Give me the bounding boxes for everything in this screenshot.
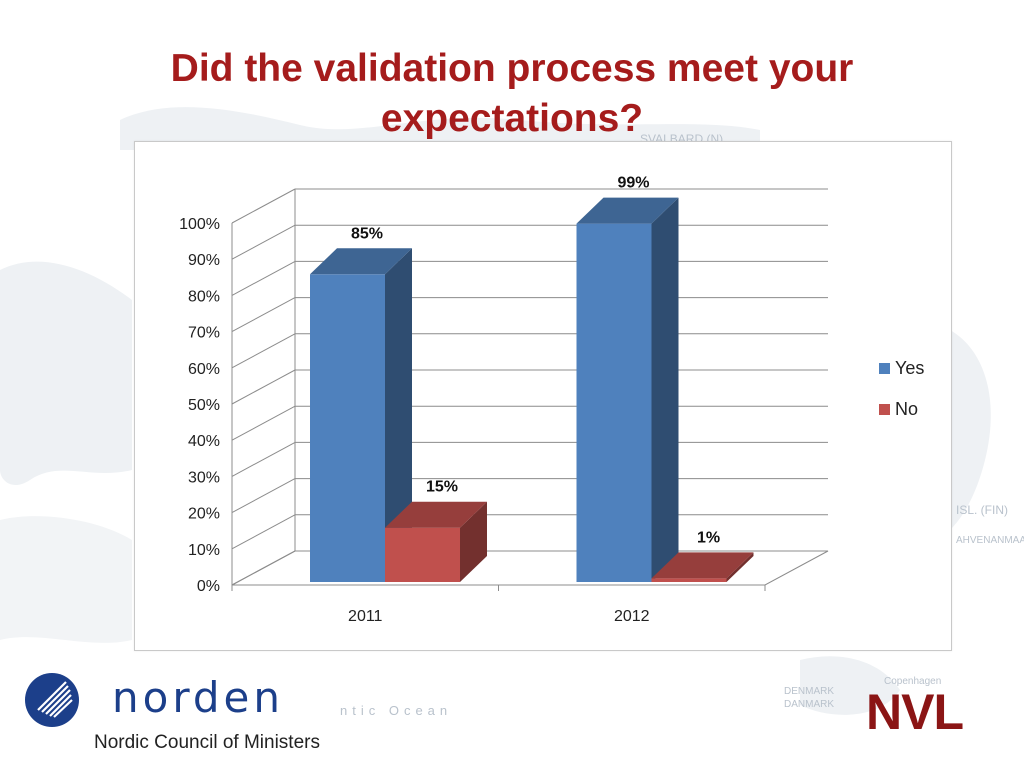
norden-logo-text: norden [112, 673, 284, 722]
bar-no-2011 [385, 527, 460, 582]
chart-area: 0% 10% 20% 30% 40% 50% 60% 70% 80% 90% 100% 2011 201… [134, 141, 952, 651]
map-label-copenhagen: Copenhagen [884, 676, 941, 687]
map-label-danmark: DANMARK [784, 699, 834, 710]
y-tick-label: 90% [188, 252, 220, 269]
side-gridline [231, 224, 296, 260]
bar-no-2012 [651, 578, 727, 582]
norden-logo: norden Nordic Council of Ministers [24, 664, 364, 764]
side-gridline [231, 478, 296, 514]
bar-top [385, 501, 487, 528]
data-label-yes-2011: 85% [351, 225, 383, 242]
chart-floor [231, 550, 829, 586]
y-tick-label: 60% [188, 361, 220, 378]
bar-top [576, 197, 679, 224]
bar-top [310, 248, 412, 275]
y-tick-label: 30% [188, 469, 220, 486]
bar-side [460, 501, 487, 582]
side-gridline [231, 188, 296, 224]
side-gridline [231, 441, 296, 477]
side-gridline [231, 297, 296, 333]
x-tick-label: 2012 [614, 608, 650, 625]
legend-label-no: No [895, 399, 918, 419]
side-gridline [231, 369, 296, 405]
map-label-ocean: ntic Ocean [340, 703, 452, 718]
side-gridline [231, 260, 296, 296]
bar-side [385, 248, 412, 583]
legend-swatch-no [879, 404, 890, 415]
bar-side [651, 197, 679, 582]
y-tick-label: 0% [197, 578, 220, 595]
x-tick-label: 2011 [348, 608, 383, 625]
y-tick-label: 40% [188, 433, 220, 450]
data-label-no-2011: 15% [426, 479, 458, 496]
legend-label-yes: Yes [895, 358, 924, 378]
data-label-yes-2012: 99% [617, 175, 649, 192]
y-tick-label: 10% [188, 542, 220, 559]
map-label-isl-fin: ISL. (FIN) [956, 503, 1008, 517]
y-tick-label: 100% [179, 216, 220, 233]
map-label-denmark: DENMARK [784, 686, 834, 697]
y-tick-label: 80% [188, 288, 220, 305]
slide-title: Did the validation process meet your exp… [170, 47, 854, 140]
side-gridline [231, 333, 296, 369]
y-tick-label: 70% [188, 325, 220, 342]
norden-swan-icon [25, 673, 79, 727]
y-tick-label: 20% [188, 506, 220, 523]
legend-swatch-yes [879, 363, 890, 374]
bar-yes-2011 [310, 274, 385, 582]
bar-yes-2012 [576, 223, 652, 582]
bar-chart: 0% 10% 20% 30% 40% 50% 60% 70% 80% 90% 100% 2011 201… [179, 175, 924, 625]
side-gridline [231, 514, 296, 550]
organization-name: Nordic Council of Ministers [94, 732, 320, 753]
side-gridline [231, 405, 296, 441]
bar-top [651, 552, 754, 579]
bar-side [726, 552, 754, 582]
nvl-logo: NVL [866, 684, 964, 740]
data-label-no-2012: 1% [697, 529, 720, 546]
y-tick-label: 50% [188, 397, 220, 414]
map-label-ahvenanmaa: AHVENANMAA [956, 535, 1024, 546]
